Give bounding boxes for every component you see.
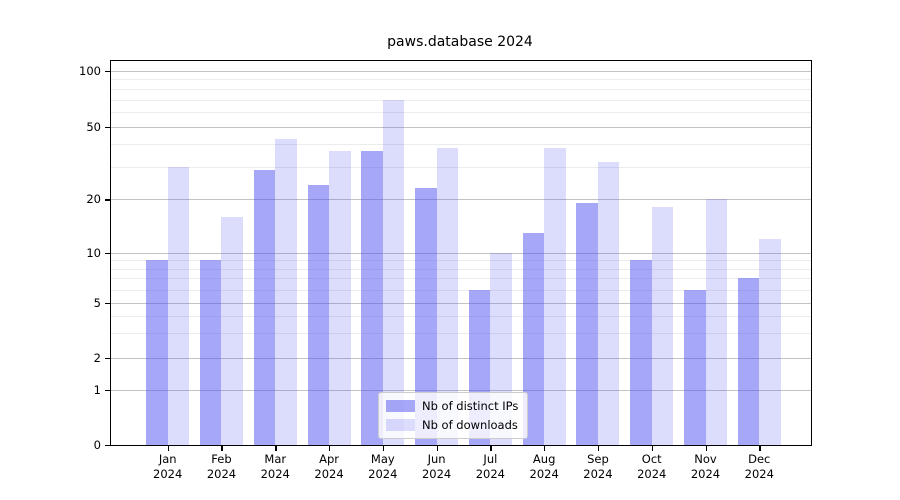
x-tick-label: May 2024 (368, 452, 398, 481)
legend-label: Nb of downloads (422, 418, 518, 432)
x-tick-mark (490, 445, 492, 451)
x-tick-mark (651, 445, 654, 451)
x-tick-label: Sep 2024 (583, 452, 613, 481)
x-tick-mark (759, 445, 761, 451)
bar-nb-of-downloads (167, 167, 190, 445)
legend-swatch-downloads (386, 419, 415, 431)
gridline-minor (111, 278, 811, 280)
x-tick-label: Oct 2024 (637, 452, 667, 481)
legend-item: Nb of distinct IPs (386, 399, 518, 413)
gridline-minor (111, 268, 811, 270)
legend-swatch-distinct-ips (386, 400, 415, 412)
gridline-minor (111, 99, 811, 101)
gridline-major (111, 357, 811, 359)
bar-nb-of-downloads (275, 138, 297, 445)
plot-area: 0 1 2 5 10 20 50 100 Jan 2024 Feb 2024 Mar 2024 Apr 202… (79, 60, 812, 481)
x-tick-label: Jul 2024 (475, 452, 506, 481)
bar-nb-of-distinct-ips (576, 203, 598, 445)
x-tick-mark (597, 445, 600, 451)
bar-nb-of-downloads (544, 148, 566, 445)
gridline-major (111, 71, 811, 72)
legend: Nb of distinct IPs Nb of downloads (378, 392, 529, 439)
y-tick-mark (105, 390, 111, 392)
bar-nb-of-distinct-ips (146, 260, 168, 445)
gridline-major (111, 302, 811, 304)
bar-nb-of-distinct-ips (684, 289, 706, 445)
bar-nb-of-downloads (329, 150, 351, 445)
bar-nb-of-distinct-ips (737, 278, 760, 445)
gridline-minor (111, 289, 811, 291)
y-tick-mark (105, 199, 111, 201)
bar-nb-of-distinct-ips (361, 150, 383, 445)
y-tick-mark (105, 302, 111, 304)
gridline-minor (111, 167, 811, 169)
x-tick-label: Dec 2024 (744, 452, 774, 481)
y-tick-label: 5 (93, 295, 101, 310)
bar-nb-of-distinct-ips (522, 232, 545, 445)
legend-label: Nb of distinct IPs (422, 399, 519, 413)
bar-nb-of-downloads (382, 99, 405, 445)
bar-nb-of-downloads (651, 207, 674, 445)
y-tick-label: 1 (93, 383, 101, 397)
legend-item: Nb of downloads (386, 418, 518, 432)
y-tick-label: 20 (86, 192, 101, 207)
gridline-minor (111, 79, 811, 81)
bar-nb-of-downloads (759, 238, 781, 445)
bar-nb-of-downloads (221, 216, 243, 445)
gridline-minor (111, 144, 811, 146)
y-tick-mark (105, 357, 111, 359)
y-tick-mark (105, 252, 111, 254)
gridline-minor (111, 112, 811, 114)
y-tick-label: 10 (86, 245, 101, 260)
gridline-minor (111, 260, 811, 262)
y-tick-mark (105, 71, 111, 73)
bar-nb-of-distinct-ips (415, 188, 437, 445)
x-tick-mark (275, 445, 277, 451)
gridline-major (111, 390, 811, 391)
gridline-major (111, 252, 811, 254)
x-tick-label: Jan 2024 (153, 452, 183, 481)
x-tick-label: Feb 2024 (206, 452, 237, 481)
y-tick-label: 0 (93, 438, 101, 452)
x-tick-mark (382, 445, 385, 451)
x-tick-label: Aug 2024 (529, 452, 559, 481)
x-tick-mark (329, 445, 331, 451)
x-tick-label: Apr 2024 (314, 452, 344, 481)
gridline-minor (111, 316, 811, 318)
bar-nb-of-distinct-ips (253, 169, 276, 445)
gridline-major (111, 199, 811, 201)
x-tick-label: Jun 2024 (421, 452, 452, 481)
x-tick-mark (436, 445, 438, 451)
bar-nb-of-distinct-ips (307, 184, 330, 445)
x-tick-label: Mar 2024 (260, 452, 290, 481)
y-tick-label: 2 (93, 350, 101, 365)
y-tick-label: 50 (86, 119, 101, 134)
x-tick-mark (705, 445, 707, 451)
bar-nb-of-downloads (597, 162, 620, 445)
y-tick-mark (105, 445, 111, 447)
gridline-minor (111, 333, 811, 335)
x-tick-mark (544, 445, 546, 451)
x-tick-mark (221, 445, 223, 451)
x-tick-mark (167, 445, 169, 451)
x-tick-label: Nov 2024 (690, 452, 721, 481)
gridline-minor (111, 88, 811, 90)
y-tick-label: 100 (79, 64, 101, 78)
bar-nb-of-downloads (705, 199, 727, 445)
chart-title: paws.database 2024 (387, 34, 533, 50)
bar-nb-of-distinct-ips (199, 260, 222, 445)
bar-nb-of-distinct-ips (630, 260, 652, 445)
y-tick-mark (105, 126, 111, 128)
bar-nb-of-downloads (436, 148, 459, 445)
gridline-major (111, 126, 811, 128)
